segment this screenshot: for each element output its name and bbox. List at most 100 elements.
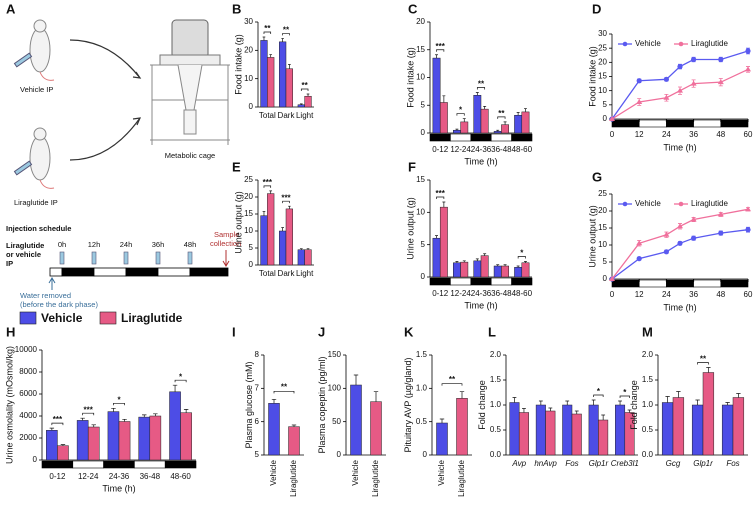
bar (493, 131, 502, 134)
x-tick-label: Vehicle (351, 459, 360, 485)
marker (745, 206, 751, 212)
significance-label: ** (498, 109, 505, 118)
error-bar (291, 424, 297, 427)
y-tick-label: 4000 (19, 411, 37, 420)
x-tick-label: Avp (511, 459, 526, 468)
x-tick-label: Fos (565, 459, 578, 468)
x-tick-label: 48 (716, 130, 725, 139)
error-bar (281, 38, 284, 42)
light-dark-bar (611, 119, 640, 128)
x-tick-label: Total (259, 111, 276, 120)
light-dark-bar (450, 277, 472, 286)
bar (588, 404, 599, 456)
x-tick-label: Total (259, 269, 276, 278)
x-axis-label: Time (h) (102, 483, 135, 493)
x-tick-label: Light (296, 269, 314, 278)
dark-phase (125, 267, 159, 277)
marker (718, 56, 724, 63)
bar (473, 95, 482, 134)
bar (661, 402, 674, 456)
time-label: 0h (58, 240, 66, 249)
light-dark-bar (638, 119, 667, 128)
significance-bracket (697, 362, 709, 365)
legend-label: Liraglutide (691, 39, 728, 48)
mouse-body (29, 27, 51, 73)
x-tick-label: Vehicle (269, 459, 278, 485)
x-tick-label: 48-60 (512, 289, 533, 298)
y-axis-label: Fold change (477, 380, 487, 430)
y-tick-label: 25 (598, 189, 607, 198)
mouse-head (33, 127, 47, 141)
significance-bracket (476, 87, 486, 90)
error-bar (462, 118, 466, 122)
error-bar (49, 427, 55, 431)
bar (260, 40, 268, 108)
y-tick-label: 15 (598, 223, 607, 232)
panel-letter: G (592, 169, 602, 184)
y-tick-label: 20 (244, 192, 253, 201)
marker (677, 87, 683, 93)
y-tick-label: 10 (598, 240, 607, 249)
light-dark-bar (638, 279, 667, 288)
error-bar (299, 103, 303, 105)
error-bar (262, 36, 266, 41)
bar (138, 416, 151, 461)
error-bar (601, 414, 606, 420)
x-tick-label: 0-12 (432, 289, 449, 298)
bar (350, 384, 362, 456)
y-tick-label: 20 (598, 206, 607, 215)
bar (562, 404, 573, 456)
panel-letter: F (408, 159, 416, 174)
x-axis-label: Time (h) (464, 156, 497, 166)
y-tick-label: 20 (416, 17, 425, 26)
y-tick-label: 50 (332, 417, 341, 426)
y-tick-label: 30 (598, 29, 607, 38)
marker (609, 276, 615, 281)
x-axis-label: Time (h) (464, 300, 497, 310)
bar (267, 193, 275, 266)
x-tick-label: 48-60 (170, 472, 191, 481)
y-tick-label: 5 (603, 100, 608, 109)
y-tick-label: 6000 (19, 389, 37, 398)
error-bar (353, 374, 359, 385)
x-tick-label: 24-36 (109, 472, 130, 481)
bar (285, 68, 293, 108)
error-bar (80, 417, 85, 421)
cage-label: Metabolic cage (165, 151, 215, 160)
error-bar (695, 399, 700, 405)
x-tick-label: 12-24 (450, 289, 471, 298)
bar (46, 430, 58, 461)
x-tick-label: Glp1r (693, 459, 713, 468)
y-axis-label: Urine osmolality (mOsmol/kg) (4, 346, 14, 464)
marker (663, 249, 670, 255)
error-bar (462, 260, 466, 263)
error-bar (574, 410, 579, 414)
marker (745, 227, 751, 233)
error-bar (483, 253, 487, 256)
marker (677, 63, 683, 70)
arrow (69, 117, 141, 161)
error-bar (627, 409, 632, 413)
error-bar (111, 407, 116, 412)
bar (279, 41, 287, 108)
y-axis-label: Urine output (g) (234, 191, 244, 254)
x-tick-label: 12 (635, 290, 644, 299)
marker (718, 230, 724, 236)
marker (663, 94, 670, 100)
significance-bracket (82, 412, 95, 416)
significance-label: * (117, 395, 121, 404)
light-dark-bar (41, 460, 74, 469)
error-bar (736, 393, 741, 398)
y-tick-label: 30 (244, 17, 253, 26)
time-label: 24h (120, 240, 133, 249)
light-dark-bar (490, 133, 512, 142)
light-dark-bar (164, 460, 197, 469)
bar (460, 121, 469, 134)
legend-marker (678, 41, 684, 47)
significance-label: *** (436, 189, 446, 198)
bar (370, 401, 382, 456)
significance-label: * (623, 388, 627, 397)
x-tick-label: Dark (278, 111, 296, 120)
bar (672, 397, 685, 456)
bar (521, 111, 530, 134)
